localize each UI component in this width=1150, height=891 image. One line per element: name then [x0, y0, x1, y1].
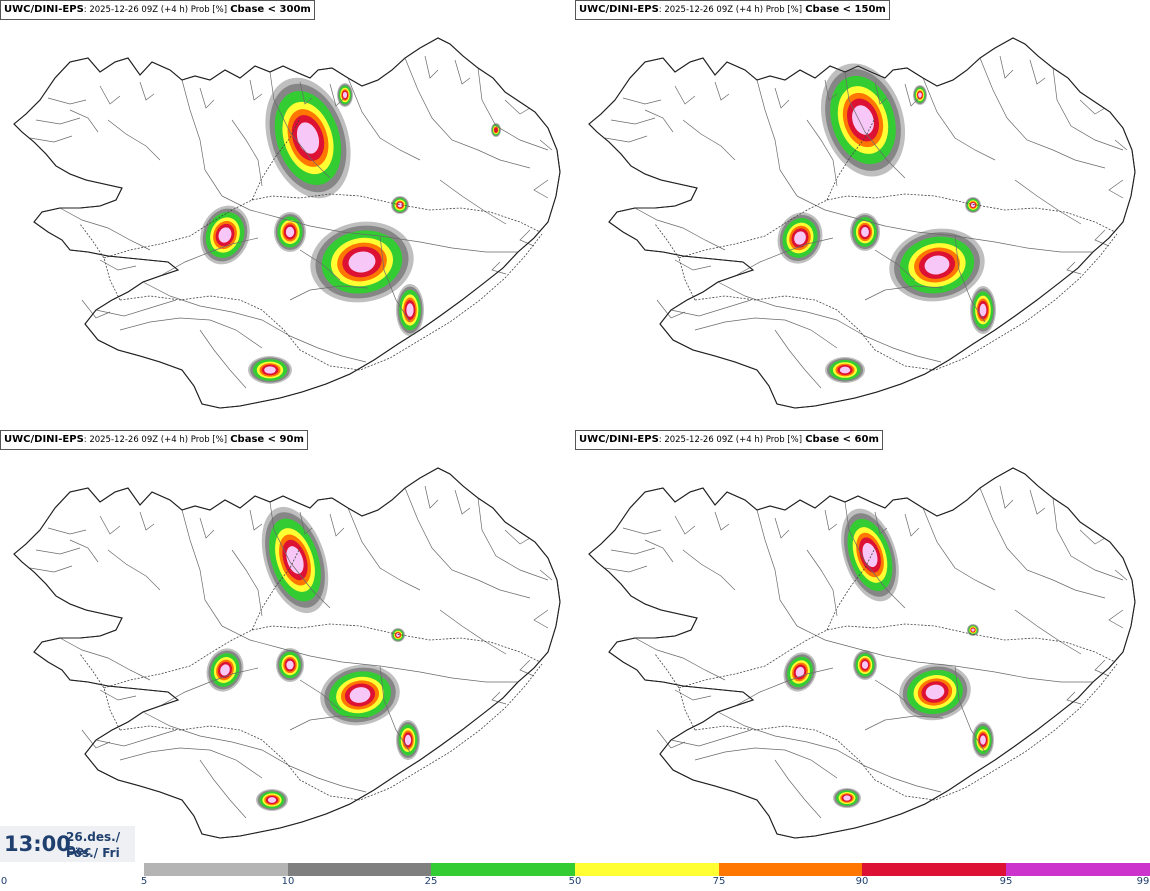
- iceland-map: [13, 467, 561, 839]
- probability-area: [276, 648, 304, 682]
- probability-area: [391, 628, 405, 642]
- valid-weekday: Fös./ Fri: [66, 846, 120, 860]
- iceland-map: [588, 37, 1136, 409]
- legend-tick-label: 99: [1136, 876, 1150, 887]
- probability-area: [265, 77, 351, 199]
- probability-area: [200, 205, 250, 265]
- probability-area: [972, 722, 994, 758]
- probability-area: [967, 624, 979, 636]
- legend-tick-label: 90: [855, 876, 869, 887]
- probability-area: [970, 286, 996, 334]
- boundary-lines: [604, 55, 1128, 389]
- legend-color-segment: [1006, 863, 1150, 876]
- probability-area: [853, 650, 877, 680]
- probability-area: [337, 83, 353, 107]
- panel-title: UWC/DINI-EPS: 2025-12-26 09Z (+4 h) Prob…: [0, 430, 308, 450]
- legend-color-segment: [719, 863, 862, 876]
- legend-color-segment: [288, 863, 431, 876]
- road-network: [79, 547, 543, 801]
- boundary-lines: [29, 55, 553, 389]
- probability-area: [320, 664, 400, 726]
- valid-time-clock: 13:00: [4, 832, 71, 856]
- probability-area: [310, 221, 414, 303]
- probability-field: [200, 77, 501, 384]
- model-name: UWC/DINI-EPS: [579, 434, 659, 445]
- threshold-label: Cbase < 150m: [805, 4, 886, 15]
- probability-area: [261, 506, 329, 614]
- legend-tick-label: 25: [424, 876, 438, 887]
- boundary-lines: [604, 485, 1128, 819]
- legend-color-segment: [144, 863, 288, 876]
- probability-area: [396, 720, 420, 760]
- legend-tick-label: 95: [999, 876, 1013, 887]
- probability-area: [850, 213, 880, 251]
- probability-area: [833, 788, 861, 808]
- boundary-lines: [29, 485, 553, 819]
- iceland-map: [13, 37, 561, 409]
- road-network: [654, 547, 1118, 801]
- probability-area: [965, 197, 981, 213]
- iceland-map: [588, 467, 1136, 839]
- probability-area: [248, 356, 292, 384]
- probability-field: [783, 508, 994, 808]
- probability-field: [206, 506, 420, 811]
- probability-area: [783, 652, 817, 692]
- probability-area: [256, 789, 288, 811]
- probability-area: [491, 123, 501, 137]
- legend-tick-label: 75: [712, 876, 726, 887]
- probability-field: [777, 63, 996, 383]
- panel-title: UWC/DINI-EPS: 2025-12-26 09Z (+4 h) Prob…: [575, 0, 890, 20]
- threshold-label: Cbase < 300m: [230, 4, 311, 15]
- run-info: : 2025-12-26 09Z (+4 h) Prob [%]: [83, 5, 228, 15]
- map-panel: UWC/DINI-EPS: 2025-12-26 09Z (+4 h) Prob…: [0, 0, 575, 430]
- probability-area: [274, 212, 306, 252]
- panel-title: UWC/DINI-EPS: 2025-12-26 09Z (+4 h) Prob…: [0, 0, 315, 20]
- legend-tick-label: 50: [568, 876, 582, 887]
- probability-area: [396, 284, 424, 336]
- probability-area: [206, 648, 244, 692]
- probability-area: [391, 196, 409, 214]
- map-panel: UWC/DINI-EPS: 2025-12-26 09Z (+4 h) Prob…: [0, 430, 575, 860]
- valid-time-box: 13:00 26.des./ Dec Fös./ Fri: [0, 826, 135, 862]
- legend-tick-label: 5: [140, 876, 148, 887]
- run-info: : 2025-12-26 09Z (+4 h) Prob [%]: [83, 435, 228, 445]
- probability-area: [899, 663, 971, 721]
- probability-area: [913, 85, 927, 105]
- run-info: : 2025-12-26 09Z (+4 h) Prob [%]: [658, 435, 803, 445]
- legend-tick-label: 0: [0, 876, 8, 887]
- legend-color-segment: [431, 863, 575, 876]
- model-name: UWC/DINI-EPS: [579, 4, 659, 15]
- threshold-label: Cbase < 60m: [805, 434, 879, 445]
- panel-title: UWC/DINI-EPS: 2025-12-26 09Z (+4 h) Prob…: [575, 430, 883, 450]
- probability-area: [889, 228, 985, 302]
- run-info: : 2025-12-26 09Z (+4 h) Prob [%]: [658, 5, 803, 15]
- legend-color-segment: [575, 863, 719, 876]
- legend-color-segment: [862, 863, 1006, 876]
- map-panel: UWC/DINI-EPS: 2025-12-26 09Z (+4 h) Prob…: [575, 430, 1150, 860]
- probability-area: [820, 63, 906, 177]
- model-name: UWC/DINI-EPS: [4, 434, 84, 445]
- threshold-label: Cbase < 90m: [230, 434, 304, 445]
- map-panel: UWC/DINI-EPS: 2025-12-26 09Z (+4 h) Prob…: [575, 0, 1150, 430]
- probability-area: [825, 357, 865, 383]
- valid-date: 26.des./ Dec: [66, 830, 121, 858]
- probability-area: [841, 508, 899, 602]
- model-name: UWC/DINI-EPS: [4, 4, 84, 15]
- road-network: [79, 117, 543, 371]
- legend-tick-label: 10: [281, 876, 295, 887]
- road-network: [654, 117, 1118, 371]
